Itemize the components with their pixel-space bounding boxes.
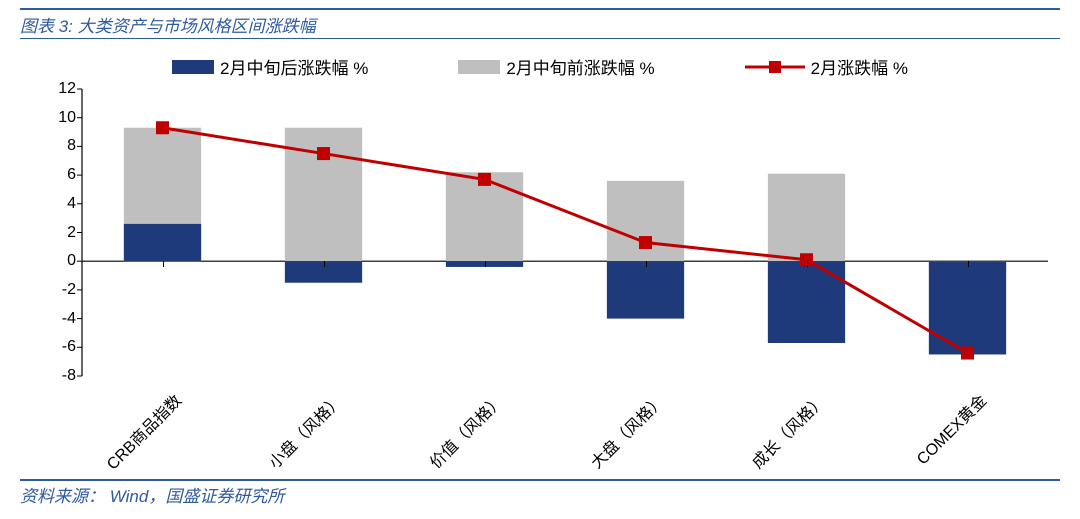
figure-title-row: 图表 3: 大类资产与市场风格区间涨跌幅 xyxy=(20,12,316,37)
y-tick-label: 2 xyxy=(20,224,76,242)
source-label: 资料来源： xyxy=(20,487,105,506)
x-tick-mark xyxy=(485,261,486,267)
x-tick-mark xyxy=(324,261,325,267)
y-tick-label: 6 xyxy=(20,166,76,184)
chart-area: 2月中旬后涨跌幅 % 2月中旬前涨跌幅 % 2月涨跌幅 % -8 -6 -4 -2 0 2… xyxy=(20,48,1060,469)
y-tick-label: 12 xyxy=(20,80,76,98)
x-tick-mark xyxy=(968,261,969,267)
plot: -8-6-4-2024681012CRB商品指数小盘（风格）价值（风格）大盘（风… xyxy=(20,83,1060,464)
y-tick-label: 8 xyxy=(20,137,76,155)
legend-label-dark: 2月中旬后涨跌幅 % xyxy=(220,54,368,79)
legend-label-line: 2月涨跌幅 % xyxy=(811,54,908,79)
y-tick-label: -4 xyxy=(20,310,76,328)
legend-item-dark: 2月中旬后涨跌幅 % xyxy=(172,54,368,79)
y-tick-label: -8 xyxy=(20,367,76,385)
legend-swatch-light xyxy=(458,60,500,74)
top-rule xyxy=(20,8,1060,10)
x-tick-mark xyxy=(646,261,647,267)
title-underline xyxy=(20,38,1060,39)
y-tick-label: 0 xyxy=(20,252,76,270)
x-tick-mark xyxy=(163,261,164,267)
legend-item-light: 2月中旬前涨跌幅 % xyxy=(458,54,654,79)
bottom-rule xyxy=(20,479,1060,481)
source-row: 资料来源： Wind，国盛证券研究所 xyxy=(20,482,284,507)
figure-title: 大类资产与市场风格区间涨跌幅 xyxy=(78,17,316,36)
source-text: Wind，国盛证券研究所 xyxy=(110,487,285,506)
legend-swatch-line xyxy=(745,60,805,74)
y-tick-label: 10 xyxy=(20,109,76,127)
legend-item-line: 2月涨跌幅 % xyxy=(745,54,908,79)
legend-label-light: 2月中旬前涨跌幅 % xyxy=(506,54,654,79)
y-tick-label: -6 xyxy=(20,338,76,356)
legend-swatch-dark xyxy=(172,60,214,74)
y-tick-label: -2 xyxy=(20,281,76,299)
y-tick-label: 4 xyxy=(20,195,76,213)
x-tick-mark xyxy=(807,261,808,267)
legend: 2月中旬后涨跌幅 % 2月中旬前涨跌幅 % 2月涨跌幅 % xyxy=(20,48,1060,83)
figure-number: 图表 3: xyxy=(20,17,73,36)
